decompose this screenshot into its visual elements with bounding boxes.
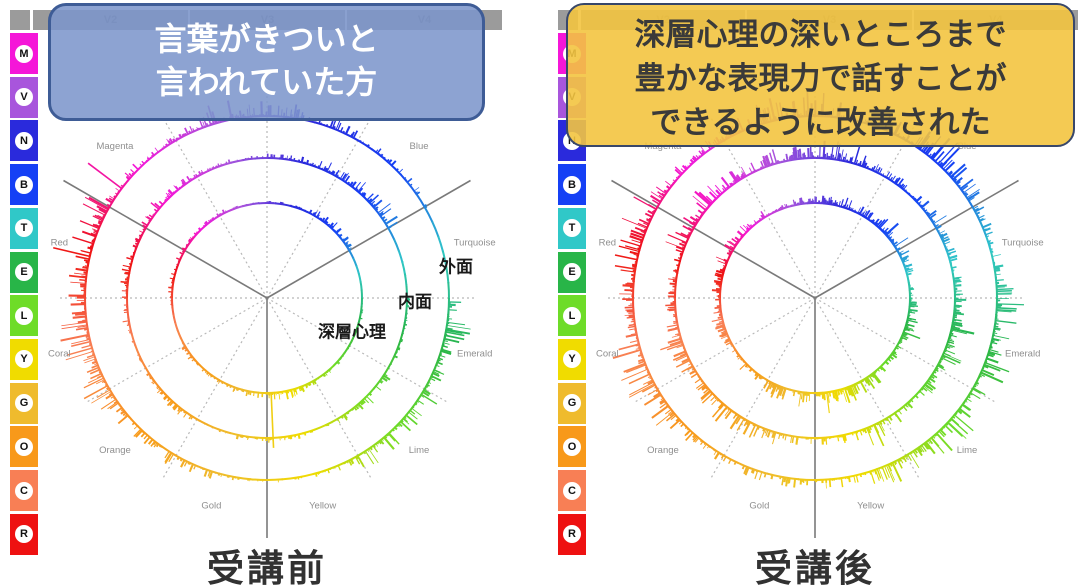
legend-letter: M xyxy=(15,44,33,63)
segment-label-turquoise: Turquoise xyxy=(454,237,496,248)
legend-letter: L xyxy=(563,306,581,325)
legend-letter: V xyxy=(15,88,33,107)
callout-before: 言葉がきついと 言われていた方 xyxy=(48,3,485,121)
segment-label-orange: Orange xyxy=(99,445,131,456)
legend-M: M xyxy=(10,33,38,74)
legend-B: B xyxy=(10,164,38,206)
legend-letter: G xyxy=(15,394,33,413)
legend-T: T xyxy=(10,207,38,249)
legend-C: C xyxy=(558,470,586,511)
chart-title-after: 受講後 xyxy=(755,548,875,586)
callout-line: できるように改善された xyxy=(650,105,991,140)
legend-O: O xyxy=(10,426,38,468)
legend-letter: E xyxy=(563,263,581,281)
segment-label-magenta: Magenta xyxy=(96,141,134,152)
tab-corner-cell xyxy=(10,10,30,30)
segment-label-coral: Coral xyxy=(596,349,619,360)
ring-label-inner: 深層心理 xyxy=(318,322,386,342)
callout-line: 深層心理の深いところまで xyxy=(634,17,1007,52)
legend-Y: Y xyxy=(10,338,38,380)
legend-letter: L xyxy=(15,306,33,325)
segment-label-emerald: Emerald xyxy=(1005,349,1040,360)
legend-letter: B xyxy=(563,175,581,194)
chart-title-before: 受講前 xyxy=(207,548,327,586)
legend-B: B xyxy=(558,164,586,206)
legend-letter: G xyxy=(563,394,581,413)
ring-label-outer: 外面 xyxy=(439,257,473,277)
legend-letter: B xyxy=(15,175,33,194)
callout-after: 深層心理の深いところまで 豊かな表現力で話すことが できるように改善された xyxy=(566,3,1075,147)
legend-N: N xyxy=(10,120,38,162)
segment-label-orange: Orange xyxy=(647,445,679,456)
legend-letter: C xyxy=(563,481,581,500)
legend-O: O xyxy=(558,426,586,468)
segment-label-red: Red xyxy=(51,237,68,248)
legend-R: R xyxy=(10,513,38,555)
legend-letter: T xyxy=(15,219,33,238)
legend-E: E xyxy=(558,251,586,293)
legend-letter: N xyxy=(15,131,33,150)
legend-L: L xyxy=(558,295,586,337)
segment-label-turquoise: Turquoise xyxy=(1002,237,1044,248)
legend-V: V xyxy=(10,76,38,118)
segment-label-blue: Blue xyxy=(410,141,429,152)
legend-C: C xyxy=(10,470,38,511)
segment-label-gold: Gold xyxy=(201,501,221,512)
segment-label-yellow: Yellow xyxy=(309,501,336,512)
legend-letter: E xyxy=(15,263,33,281)
callout-line: 言葉がきついと xyxy=(154,21,379,57)
segment-label-lime: Lime xyxy=(957,445,978,456)
legend-letter: O xyxy=(563,437,581,456)
legend-letter: C xyxy=(15,481,33,500)
ring-label-middle: 内面 xyxy=(398,292,432,312)
legend-G: G xyxy=(558,382,586,424)
segment-label-emerald: Emerald xyxy=(457,349,492,360)
callout-line: 言われていた方 xyxy=(155,64,378,100)
segment-label-gold: Gold xyxy=(749,501,769,512)
radial-chart-before: Blue Turquoise Emerald Lime Yellow Gold Orange… xyxy=(48,90,496,538)
legend-E: E xyxy=(10,251,38,293)
legend-letter: T xyxy=(563,219,581,238)
legend-R: R xyxy=(558,513,586,555)
legend-letter: R xyxy=(15,525,33,544)
legend-letter: R xyxy=(563,525,581,544)
legend-G: G xyxy=(10,382,38,424)
segment-label-red: Red xyxy=(599,237,616,248)
legend-T: T xyxy=(558,207,586,249)
callout-line: 豊かな表現力で話すことが xyxy=(634,61,1007,96)
segment-label-lime: Lime xyxy=(409,445,430,456)
legend-letter: Y xyxy=(15,350,33,369)
legend-letter: O xyxy=(15,437,33,456)
legend-letter: Y xyxy=(563,350,581,369)
legend-Y: Y xyxy=(558,338,586,380)
segment-label-coral: Coral xyxy=(48,349,71,360)
segment-label-yellow: Yellow xyxy=(857,501,884,512)
legend-L: L xyxy=(10,295,38,337)
